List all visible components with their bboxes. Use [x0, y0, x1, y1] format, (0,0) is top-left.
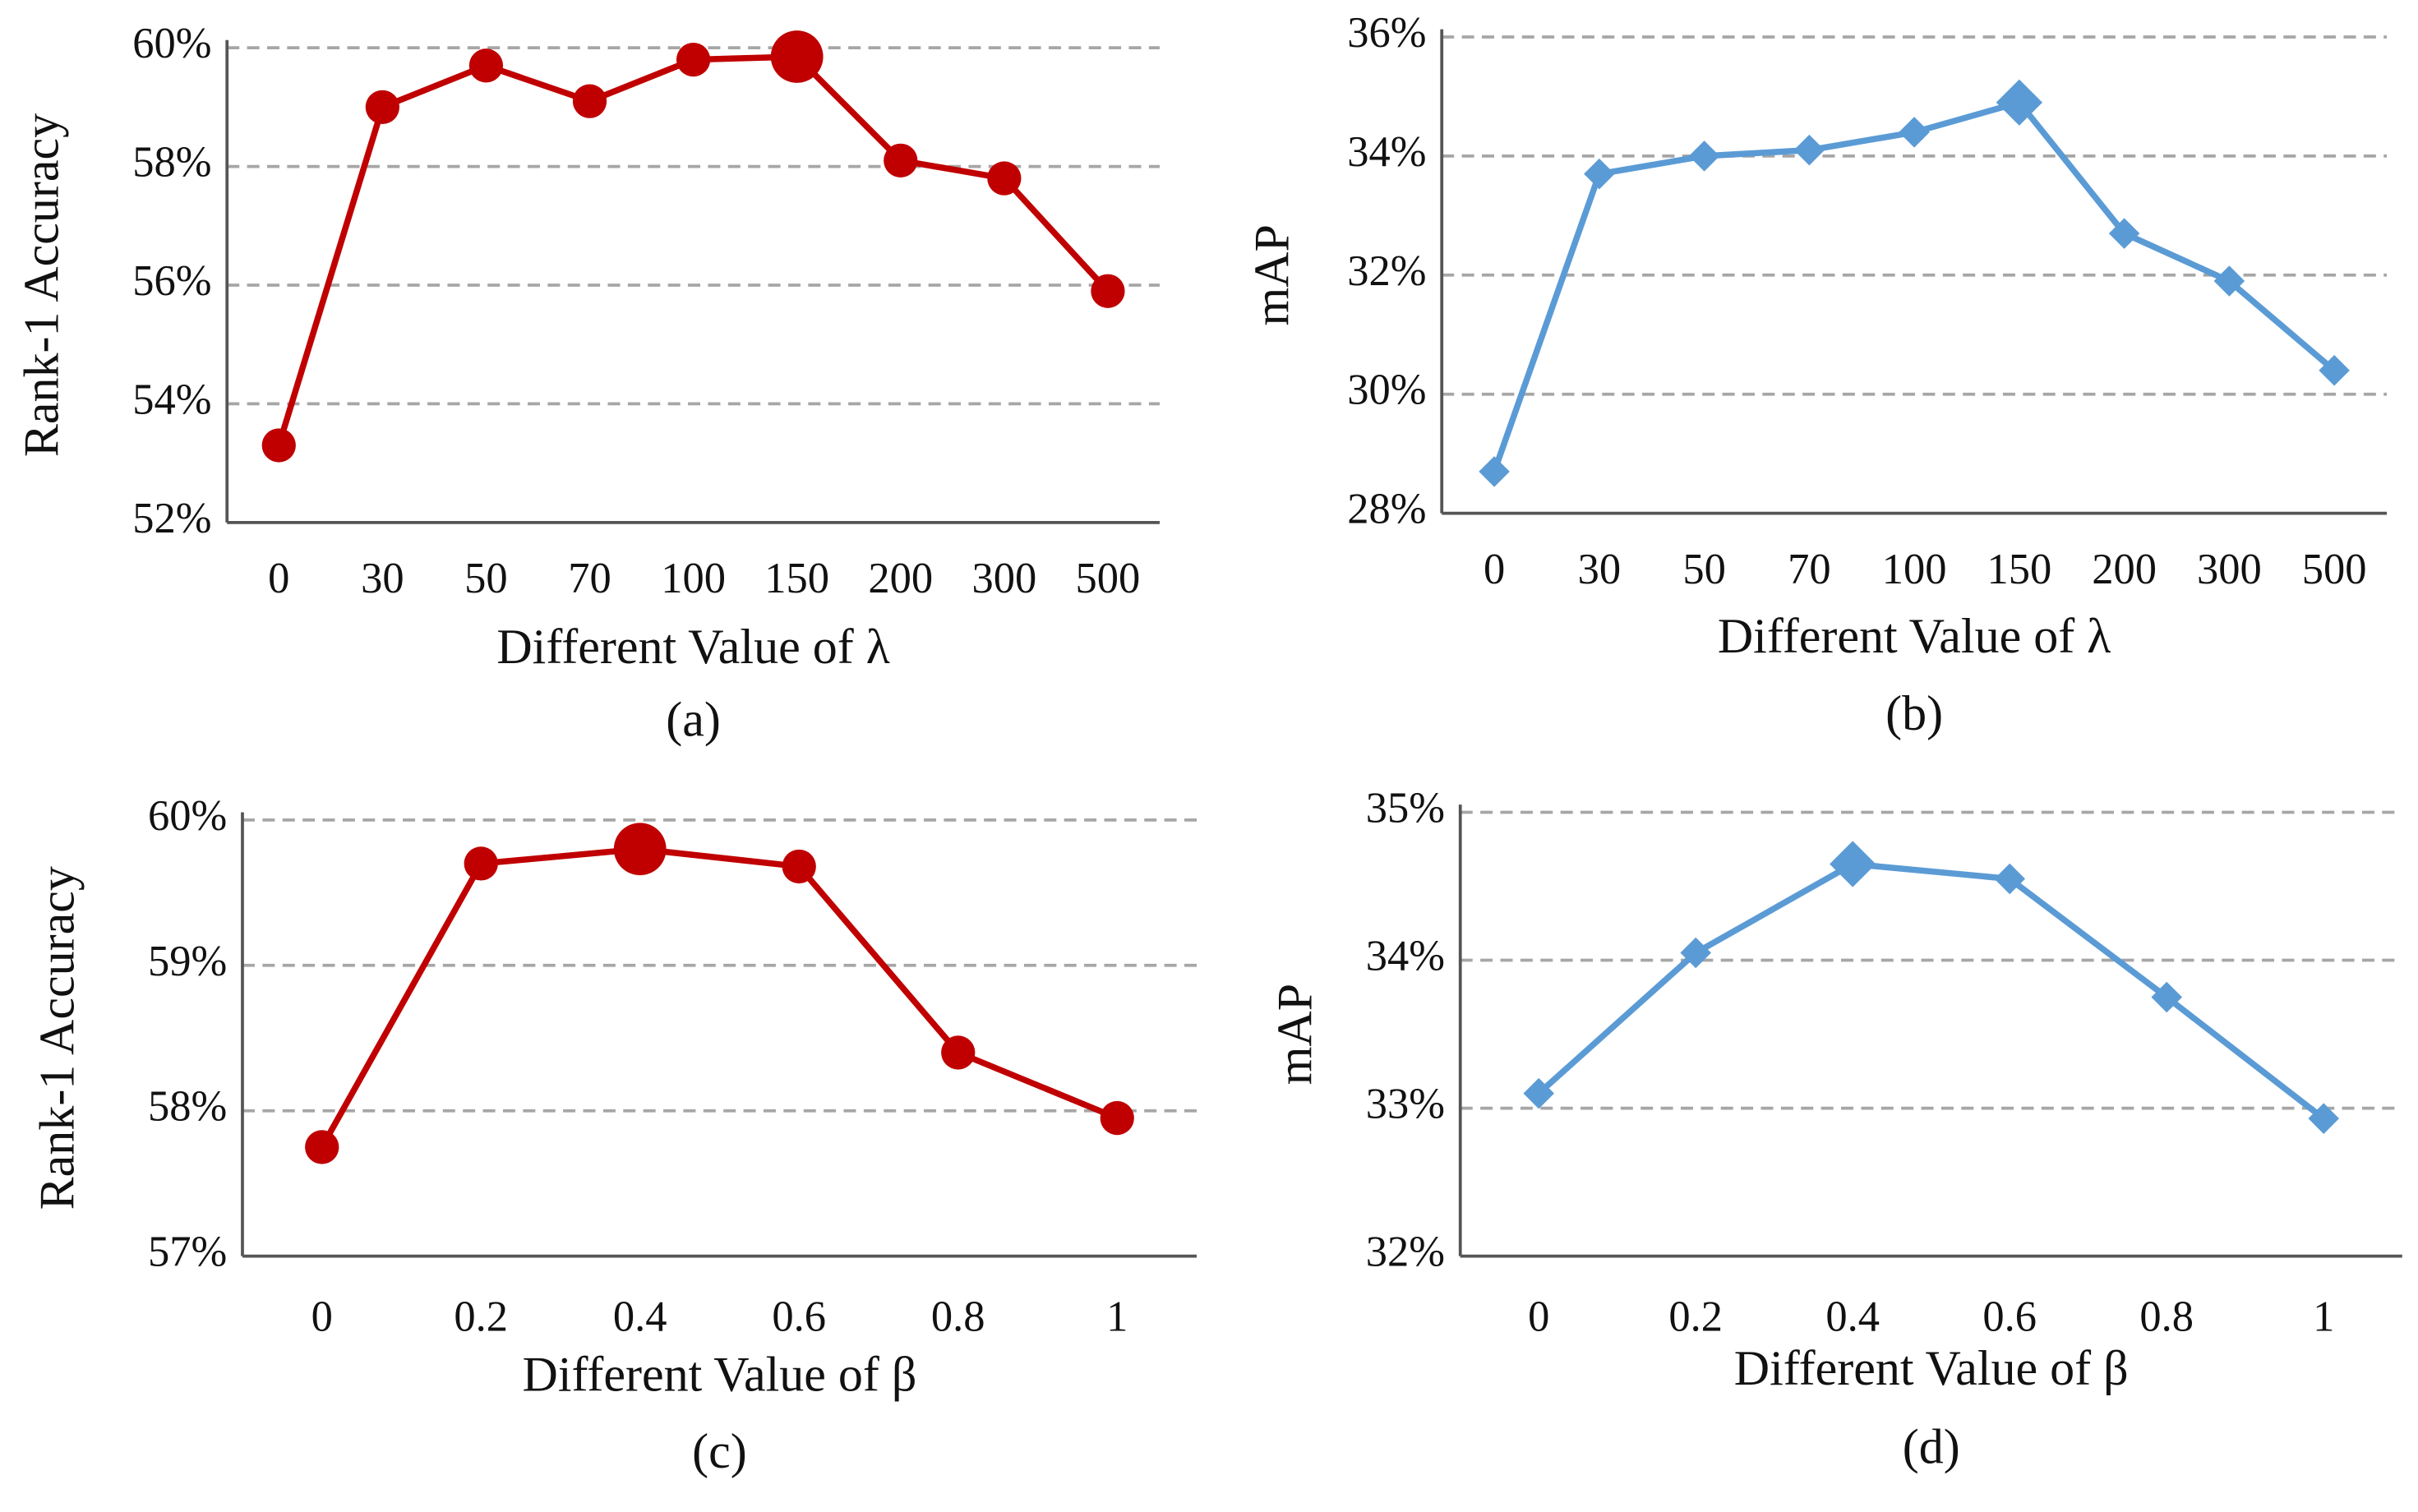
x-tick-label: 0.8: [2139, 1293, 2194, 1340]
x-tick-label: 30: [1578, 546, 1622, 593]
line: [319, 846, 1119, 1149]
x-tick-label: 0.6: [772, 1293, 826, 1340]
y-tick-label: 54%: [132, 376, 211, 423]
x-tick-label: 150: [764, 555, 829, 602]
x-tick-label: 0: [311, 1293, 333, 1340]
point: [987, 161, 1022, 196]
point: [1584, 158, 1615, 190]
y-tick-label: 56%: [132, 257, 211, 305]
y-tick-label: 57%: [148, 1228, 227, 1276]
point: [2108, 218, 2140, 249]
caption: (d): [1903, 1420, 1960, 1474]
x-tick-label: 500: [2302, 546, 2367, 593]
y-axis-label: mAP: [1267, 984, 1322, 1085]
x-tick-label: 200: [868, 555, 933, 602]
y-tick-label: 28%: [1347, 486, 1426, 533]
point: [2151, 981, 2182, 1013]
y-tick-label: 35%: [1366, 785, 1445, 832]
point: [365, 90, 399, 124]
x-tick-label: 50: [464, 555, 508, 602]
y-tick-label: 60%: [148, 792, 227, 840]
point: [1091, 274, 1125, 308]
point: [1479, 456, 1510, 487]
point: [941, 1035, 976, 1070]
x-tick-label: 70: [1788, 546, 1831, 593]
y-tick-label: 36%: [1347, 9, 1426, 57]
caption: (b): [1885, 686, 1943, 740]
caption: (c): [692, 1424, 747, 1478]
point: [1100, 1100, 1134, 1136]
point: [1793, 134, 1825, 166]
x-axis-label: Different Value of λ: [1718, 609, 2111, 663]
point: [1688, 141, 1720, 172]
line: [1536, 860, 2326, 1122]
x-tick-label: 30: [361, 555, 404, 602]
y-tick-label: 32%: [1347, 247, 1426, 295]
x-tick-label: 1: [1106, 1293, 1128, 1340]
y-tick-label: 59%: [148, 938, 227, 985]
point: [1523, 1077, 1554, 1109]
line: [1491, 99, 2337, 473]
highlight-point: [770, 30, 824, 83]
point: [468, 48, 504, 83]
y-axis-label: mAP: [1244, 224, 1299, 325]
y-axis-label: Rank-1 Accuracy: [30, 866, 84, 1210]
caption: (a): [666, 692, 721, 746]
x-tick-label: 500: [1076, 555, 1141, 602]
y-tick-label: 34%: [1347, 128, 1426, 176]
point: [261, 428, 296, 463]
x-tick-label: 0: [1528, 1293, 1549, 1340]
x-tick-label: 0: [1484, 546, 1505, 593]
x-tick-label: 300: [2197, 546, 2262, 593]
y-tick-label: 33%: [1366, 1081, 1445, 1128]
x-tick-label: 100: [1882, 546, 1947, 593]
highlight-point: [1996, 79, 2042, 126]
y-tick-label: 30%: [1347, 366, 1426, 414]
x-tick-label: 0.4: [1825, 1293, 1880, 1340]
y-tick-label: 34%: [1366, 933, 1445, 980]
x-tick-label: 70: [568, 555, 611, 602]
highlight-point: [613, 823, 667, 876]
point: [1899, 117, 1930, 148]
x-tick-label: 0.8: [931, 1293, 985, 1340]
point: [464, 846, 498, 881]
x-tick-label: 1: [2313, 1293, 2334, 1340]
y-tick-label: 52%: [132, 495, 211, 542]
point: [572, 84, 607, 118]
x-tick-label: 0.4: [613, 1293, 667, 1340]
x-tick-label: 150: [1987, 546, 2051, 593]
y-axis-label: Rank-1 Accuracy: [15, 113, 69, 457]
y-tick-label: 58%: [132, 139, 211, 187]
x-tick-label: 0.2: [454, 1293, 508, 1340]
x-tick-label: 0.6: [1982, 1293, 2037, 1340]
x-tick-label: 0: [268, 555, 289, 602]
point: [884, 143, 918, 177]
y-tick-label: 32%: [1366, 1228, 1445, 1276]
highlight-point: [1830, 841, 1876, 887]
x-tick-label: 50: [1682, 546, 1726, 593]
x-axis-label: Different Value of β: [1734, 1341, 2129, 1395]
x-tick-label: 200: [2092, 546, 2157, 593]
x-tick-label: 100: [661, 555, 726, 602]
point: [1994, 863, 2025, 895]
point: [305, 1130, 339, 1164]
point: [676, 42, 711, 77]
y-tick-label: 60%: [132, 20, 211, 67]
x-tick-label: 300: [971, 555, 1036, 602]
x-axis-label: Different Value of λ: [496, 620, 890, 674]
point: [782, 849, 816, 884]
x-axis-label: Different Value of β: [523, 1347, 917, 1401]
line: [275, 53, 1110, 447]
x-tick-label: 0.2: [1668, 1293, 1723, 1340]
y-tick-label: 58%: [148, 1083, 227, 1131]
